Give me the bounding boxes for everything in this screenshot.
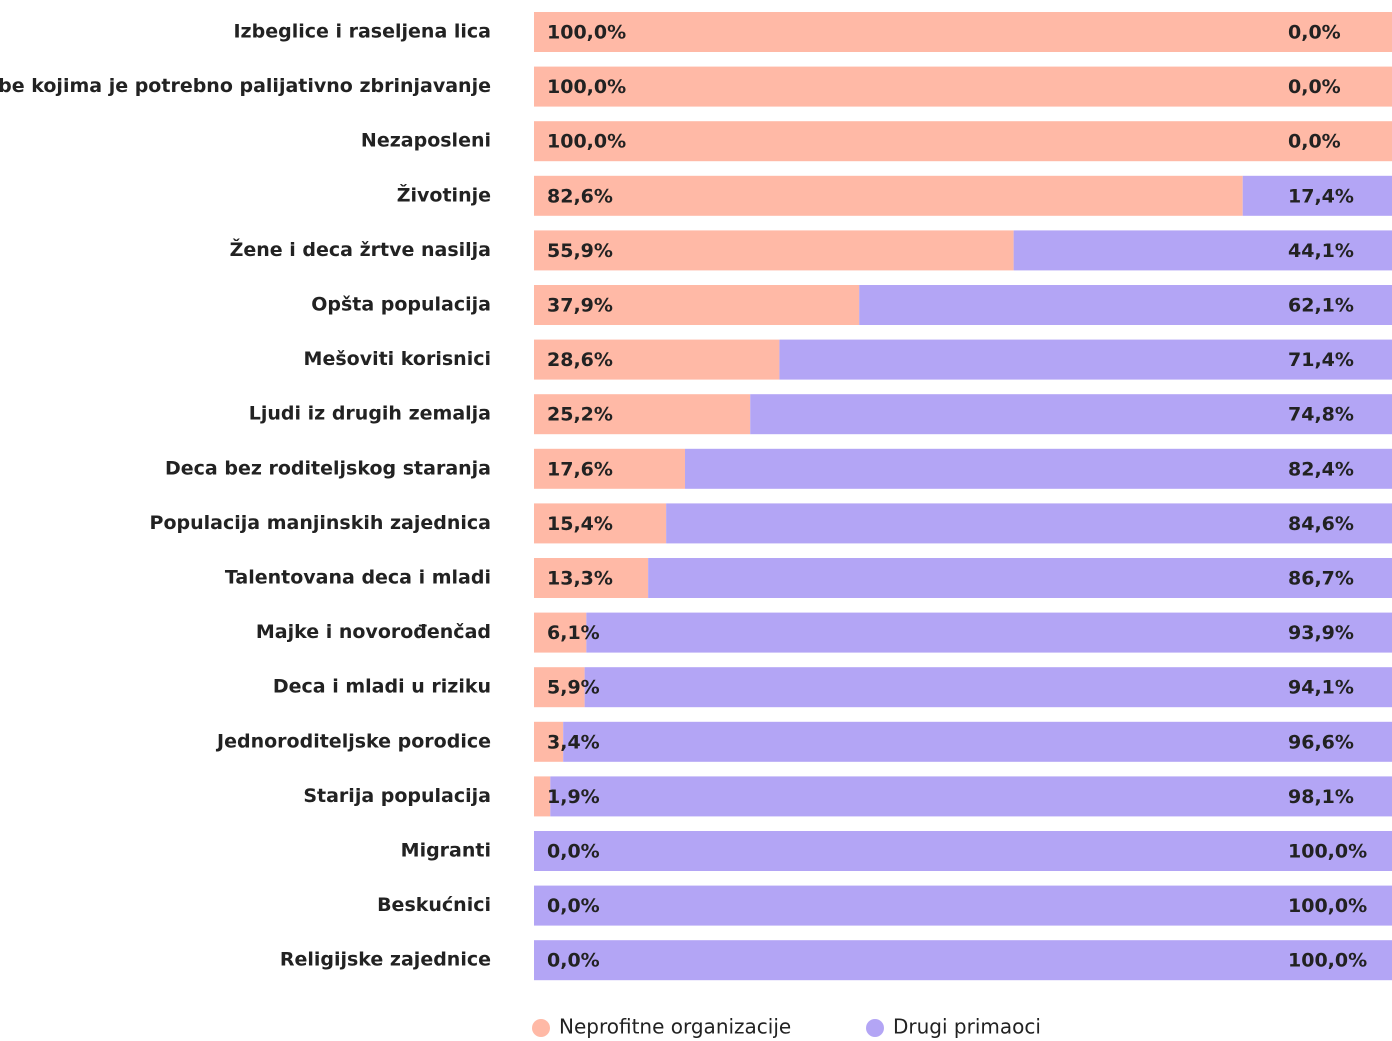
value-label: 0,0% (1288, 76, 1341, 98)
value-label: 82,6% (547, 185, 613, 207)
value-label: 74,8% (1288, 404, 1354, 426)
bar-segment (534, 721, 564, 762)
value-label: 0,0% (547, 841, 600, 863)
bar-segment (563, 721, 1392, 762)
category-label: Deca i mladi u riziku (273, 676, 491, 698)
bar-segment (550, 776, 1392, 817)
bar-segment (534, 612, 587, 653)
bar-segment (779, 339, 1392, 380)
value-label: 1,9% (547, 786, 600, 808)
bar-segment (1013, 230, 1392, 271)
value-label: 100,0% (1288, 841, 1367, 863)
value-label: 93,9% (1288, 622, 1354, 644)
bar-segment (534, 66, 1392, 107)
category-label: Religijske zajednice (280, 949, 491, 971)
bar-segment (648, 558, 1392, 598)
bar-segment (534, 339, 780, 380)
category-label: Žene i deca žrtve nasilja (230, 238, 491, 261)
category-label: Majke i novorođenčad (256, 621, 491, 643)
value-label: 0,0% (547, 950, 600, 972)
bar-segment (534, 175, 1243, 216)
legend-label: Neprofitne organizacije (559, 1015, 791, 1039)
category-label: Populacija manjinskih zajednica (150, 512, 491, 534)
value-label: 17,4% (1288, 185, 1354, 207)
category-label: Talentovana deca i mladi (225, 567, 491, 589)
value-label: 100,0% (547, 76, 626, 98)
bar-segment (534, 831, 1392, 871)
category-label: Jednoroditeljske porodice (215, 730, 491, 752)
category-label: Nezaposleni (361, 130, 491, 152)
value-label: 17,6% (547, 458, 613, 480)
value-label: 71,4% (1288, 349, 1354, 371)
category-label: Osobe kojima je potrebno palijativno zbr… (0, 75, 491, 97)
bar-segment (859, 285, 1392, 325)
value-label: 62,1% (1288, 295, 1354, 317)
bar-segment (534, 121, 1392, 162)
value-label: 0,0% (1288, 22, 1341, 44)
value-label: 98,1% (1288, 786, 1354, 808)
category-label: Beskućnici (377, 894, 491, 916)
bar-segment (534, 230, 1014, 271)
value-label: 86,7% (1288, 568, 1354, 590)
bar-segment (586, 612, 1392, 653)
bar-segment (534, 12, 1392, 52)
bar-segment (584, 667, 1392, 708)
value-label: 100,0% (547, 131, 626, 153)
bar-segment (534, 285, 860, 325)
legend-marker (866, 1019, 884, 1037)
category-label: Mešoviti korisnici (304, 348, 491, 370)
bar-segment (534, 667, 585, 708)
value-label: 82,4% (1288, 458, 1354, 480)
value-label: 0,0% (547, 895, 600, 917)
value-label: 3,4% (547, 731, 600, 753)
category-label: Opšta populacija (311, 294, 491, 316)
bar-segment (1242, 175, 1392, 216)
bar-segment (534, 558, 649, 598)
value-label: 84,6% (1288, 513, 1354, 535)
value-label: 13,3% (547, 568, 613, 590)
value-label: 6,1% (547, 622, 600, 644)
category-label: Ljudi iz drugih zemalja (249, 403, 491, 425)
bar-segment (534, 776, 551, 817)
value-label: 0,0% (1288, 131, 1341, 153)
value-label: 100,0% (547, 22, 626, 44)
value-label: 25,2% (547, 404, 613, 426)
value-label: 15,4% (547, 513, 613, 535)
bar-segment (534, 885, 1392, 926)
bar-segment (750, 394, 1392, 435)
value-label: 5,9% (547, 677, 600, 699)
bar-segment (534, 503, 667, 544)
category-label: Životinje (397, 183, 491, 206)
category-label: Starija populacija (303, 785, 491, 807)
value-label: 96,6% (1288, 731, 1354, 753)
value-label: 55,9% (547, 240, 613, 262)
value-label: 28,6% (547, 349, 613, 371)
value-label: 37,9% (547, 295, 613, 317)
value-label: 100,0% (1288, 895, 1367, 917)
legend-label: Drugi primaoci (893, 1015, 1041, 1039)
bar-segment (534, 394, 751, 435)
category-label: Izbeglice i raseljena lica (233, 21, 491, 43)
category-label: Migranti (401, 840, 491, 862)
bar-segment (534, 448, 686, 489)
bar-segment (666, 503, 1392, 544)
value-label: 44,1% (1288, 240, 1354, 262)
value-label: 100,0% (1288, 950, 1367, 972)
bar-segment (685, 448, 1392, 489)
bar-segment (534, 940, 1392, 981)
legend-marker (532, 1019, 550, 1037)
value-label: 94,1% (1288, 677, 1354, 699)
category-label: Deca bez roditeljskog staranja (165, 457, 491, 479)
